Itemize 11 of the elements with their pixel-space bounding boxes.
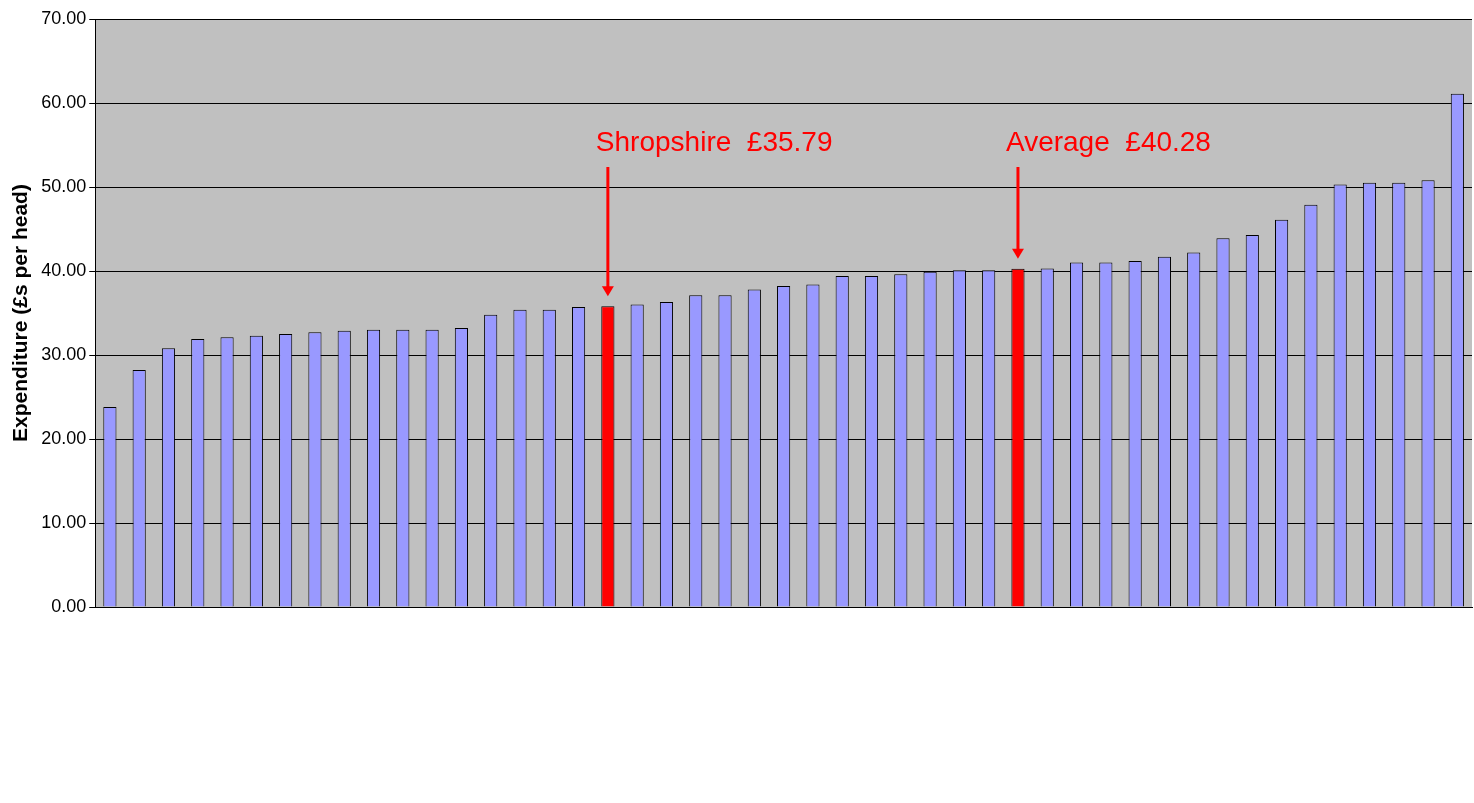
y-tick-label: 20.00 bbox=[41, 427, 87, 448]
y-tick-label: 70.00 bbox=[41, 7, 87, 28]
annotation: Shropshire £35.79 bbox=[595, 126, 833, 157]
y-tick-label: 40.00 bbox=[41, 259, 87, 280]
y-tick-label: 10.00 bbox=[41, 511, 87, 532]
y-tick-label: 30.00 bbox=[41, 343, 87, 364]
y-tick-label: 50.00 bbox=[41, 175, 87, 196]
y-tick-label: 60.00 bbox=[41, 91, 87, 112]
y-tick-label: 0.00 bbox=[51, 595, 87, 616]
annotation: Average £40.28 bbox=[1005, 126, 1211, 157]
y-axis-title: Expenditure (£s per head) bbox=[8, 184, 32, 442]
